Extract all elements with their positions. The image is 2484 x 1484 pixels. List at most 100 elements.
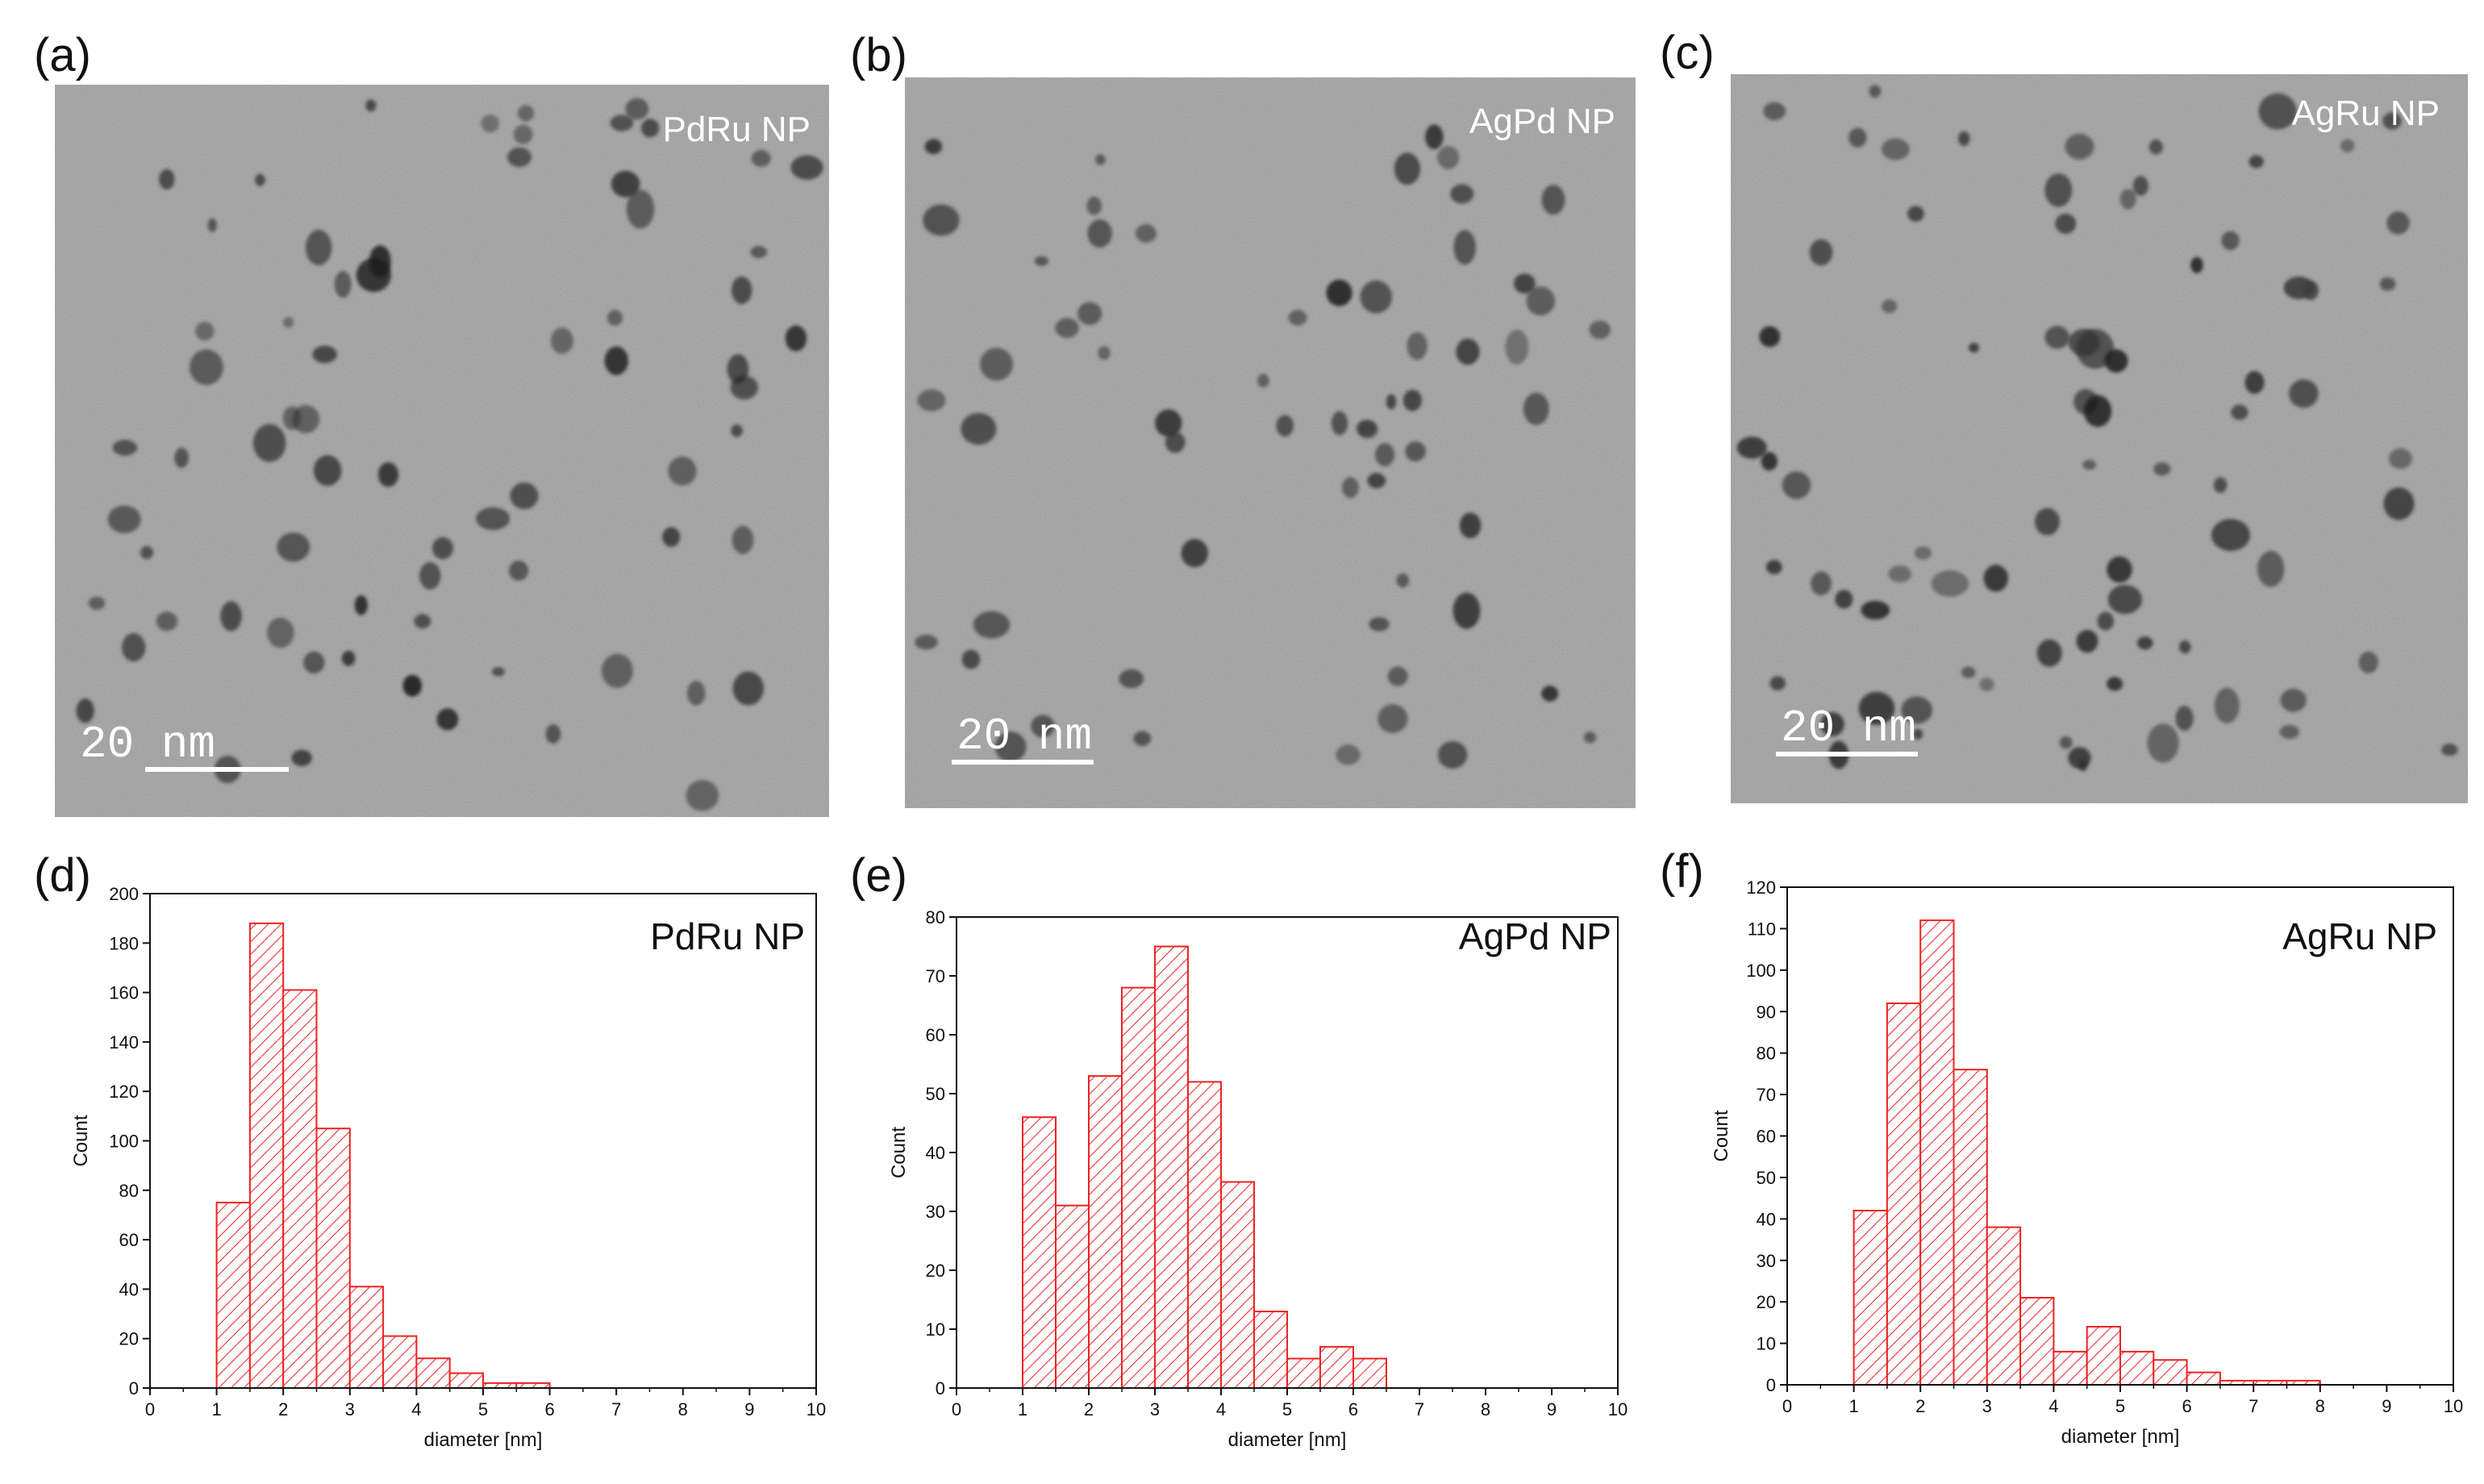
x-tick-label: 3 bbox=[1982, 1396, 1992, 1416]
nanoparticle bbox=[2083, 395, 2112, 427]
x-tick-label: 4 bbox=[411, 1399, 421, 1419]
y-tick-label: 20 bbox=[926, 1261, 945, 1281]
x-tick-label: 5 bbox=[2115, 1396, 2125, 1416]
nanoparticle bbox=[313, 455, 342, 486]
nanoparticle bbox=[785, 325, 807, 352]
tem-noise-c bbox=[1731, 74, 2468, 803]
panel-letter: (e) bbox=[850, 849, 907, 902]
histogram-bar bbox=[2186, 1371, 2221, 1386]
tem-noise-b bbox=[905, 77, 1636, 808]
y-tick-label: 120 bbox=[109, 1082, 139, 1102]
nanoparticle bbox=[1761, 452, 1778, 471]
nanoparticle bbox=[2257, 550, 2285, 587]
histogram-bar bbox=[448, 1372, 485, 1389]
nanoparticle bbox=[2258, 93, 2297, 130]
nanoparticle bbox=[1136, 223, 1157, 243]
nanoparticle bbox=[1031, 715, 1055, 738]
nanoparticle bbox=[377, 462, 399, 487]
nanoparticle bbox=[1888, 565, 1912, 583]
nanoparticle bbox=[414, 614, 431, 629]
x-tick-label: 9 bbox=[2382, 1396, 2391, 1416]
y-tick-label: 0 bbox=[936, 1378, 945, 1399]
nanoparticle bbox=[1979, 677, 1994, 691]
nanoparticle bbox=[1356, 419, 1377, 437]
nanoparticle bbox=[2153, 462, 2171, 476]
y-tick-label: 60 bbox=[119, 1230, 139, 1250]
y-tick-label: 70 bbox=[926, 966, 945, 986]
x-tick-label: 8 bbox=[2315, 1396, 2325, 1416]
nanoparticle bbox=[662, 527, 681, 547]
nanoparticle bbox=[2383, 487, 2415, 520]
nanoparticle bbox=[2179, 640, 2191, 654]
nanoparticle bbox=[2211, 519, 2250, 552]
histogram-bar bbox=[1853, 1210, 1888, 1386]
x-tick-label: 6 bbox=[2182, 1396, 2191, 1416]
histogram-bar bbox=[348, 1286, 385, 1390]
nanoparticle bbox=[2382, 112, 2402, 130]
nanoparticle bbox=[1331, 411, 1348, 436]
nanoparticle bbox=[189, 349, 223, 386]
nanoparticle bbox=[2175, 706, 2194, 732]
nanoparticle bbox=[1782, 471, 1811, 499]
nanoparticle bbox=[604, 346, 628, 376]
scale-bar-c bbox=[1776, 752, 1918, 757]
nanoparticle bbox=[732, 671, 765, 706]
tem-particles-a bbox=[76, 98, 823, 811]
histogram-bar bbox=[1154, 945, 1189, 1389]
nanoparticle bbox=[1257, 373, 1269, 388]
nanoparticle bbox=[341, 650, 356, 666]
nanoparticle bbox=[1882, 299, 1898, 314]
nanoparticle bbox=[2119, 189, 2136, 210]
nanoparticle bbox=[1360, 280, 1393, 314]
nanoparticle bbox=[2132, 176, 2148, 196]
y-tick-label: 70 bbox=[1757, 1085, 1776, 1105]
nanoparticle bbox=[510, 482, 539, 510]
nanoparticle bbox=[2388, 448, 2412, 469]
y-tick-label: 10 bbox=[926, 1319, 945, 1340]
nanoparticle bbox=[640, 119, 660, 138]
scale-bar-b bbox=[952, 760, 1094, 765]
x-axis-title: diameter [nm] bbox=[424, 1429, 543, 1451]
nanoparticle bbox=[980, 348, 1014, 381]
y-tick-label: 40 bbox=[1757, 1209, 1776, 1229]
nanoparticle bbox=[545, 724, 561, 744]
tem-panel-b: (b) AgPd NP 20 nm bbox=[850, 29, 1636, 808]
histogram-bar bbox=[1953, 1069, 1988, 1386]
x-tick-label: 3 bbox=[345, 1399, 355, 1419]
nanoparticle bbox=[1165, 431, 1186, 453]
nanoparticle bbox=[140, 546, 154, 560]
nanoparticle bbox=[107, 505, 141, 534]
nanoparticle bbox=[1367, 473, 1386, 489]
nanoparticle bbox=[354, 595, 368, 615]
tem-noise-a bbox=[55, 85, 829, 817]
nanoparticle bbox=[1098, 346, 1111, 361]
x-tick-label: 7 bbox=[611, 1399, 621, 1419]
y-axis-title: Count bbox=[70, 1115, 92, 1166]
nanoparticle bbox=[625, 98, 649, 120]
nanoparticle bbox=[1396, 573, 1410, 588]
nanoparticle bbox=[305, 229, 332, 265]
nanoparticle bbox=[207, 218, 217, 232]
x-tick-label: 10 bbox=[2444, 1396, 2463, 1416]
histogram-bar bbox=[2153, 1359, 2188, 1386]
nanoparticle bbox=[1584, 732, 1597, 744]
histogram-bar bbox=[1253, 1311, 1288, 1389]
nanoparticle bbox=[1095, 154, 1106, 165]
nanoparticle bbox=[2231, 404, 2249, 420]
nanoparticle bbox=[255, 173, 265, 186]
histogram-title: AgRu NP bbox=[2282, 915, 2437, 957]
nanoparticle bbox=[1394, 152, 1421, 186]
x-tick-label: 6 bbox=[544, 1399, 554, 1419]
nanoparticle bbox=[2065, 133, 2094, 160]
panel-letter: (f) bbox=[1660, 845, 1704, 898]
nanoparticle bbox=[1809, 239, 1833, 266]
histogram-bar bbox=[1088, 1075, 1123, 1389]
nanoparticle bbox=[1342, 477, 1359, 498]
nanoparticle bbox=[1425, 124, 1444, 149]
nanoparticle bbox=[1086, 196, 1102, 215]
nanoparticle bbox=[731, 276, 752, 305]
nanoparticle bbox=[2059, 736, 2073, 749]
nanoparticle bbox=[112, 440, 138, 456]
nanoparticle bbox=[291, 749, 312, 766]
nanoparticle bbox=[2214, 687, 2240, 723]
